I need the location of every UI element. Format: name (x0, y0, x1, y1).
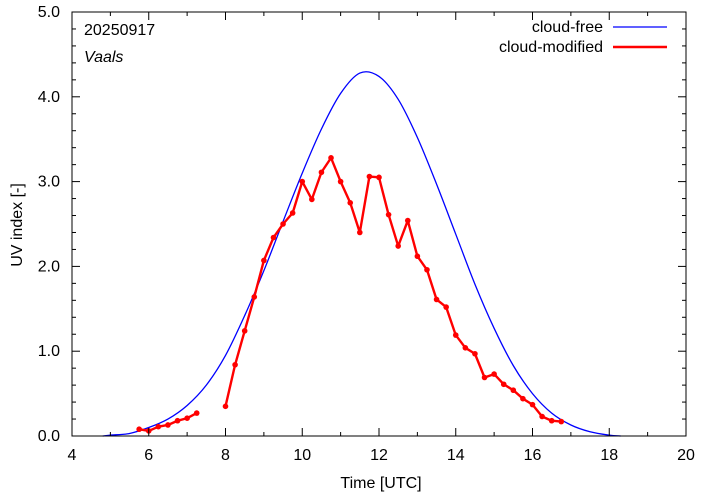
x-tick-label: 4 (68, 447, 77, 464)
data-point-cloud-modified (414, 253, 421, 260)
data-point-cloud-modified (261, 257, 267, 264)
y-tick-label: 5.0 (38, 4, 60, 21)
y-tick-label: 4.0 (38, 89, 60, 106)
y-tick-label: 0.0 (38, 428, 60, 445)
chart-title: 20250917 (84, 22, 155, 39)
data-point-cloud-modified (136, 426, 142, 433)
data-point-cloud-modified (462, 345, 469, 351)
y-tick-label: 2.0 (38, 258, 60, 275)
x-tick-label: 6 (144, 447, 153, 464)
x-tick-label: 20 (677, 447, 695, 464)
data-point-cloud-modified (318, 169, 325, 176)
data-point-cloud-modified (500, 381, 507, 388)
plot-frame (71, 11, 687, 437)
x-tick-label: 16 (524, 447, 542, 464)
legend: cloud-free cloud-modified (499, 19, 667, 56)
data-point-cloud-modified (558, 418, 565, 425)
data-point-cloud-modified (193, 410, 200, 416)
x-axis-label: Time [UTC] (340, 475, 421, 492)
data-point-cloud-modified (404, 217, 411, 224)
data-point-cloud-modified (309, 196, 315, 203)
data-point-cloud-modified (289, 210, 296, 216)
y-tick-label: 1.0 (38, 343, 60, 360)
data-point-cloud-modified (174, 417, 181, 424)
data-point-cloud-modified (337, 178, 344, 185)
data-point-cloud-modified (357, 229, 363, 236)
data-point-cloud-modified (347, 200, 354, 206)
data-point-cloud-modified (385, 211, 392, 218)
data-point-cloud-modified (510, 387, 517, 394)
data-point-cloud-modified (443, 304, 449, 310)
data-point-cloud-modified (376, 174, 382, 181)
x-tick-label: 12 (370, 447, 388, 464)
x-tick-label: 14 (447, 447, 465, 464)
series-layer (102, 71, 621, 437)
data-point-cloud-modified (472, 350, 478, 357)
x-tick-label: 18 (600, 447, 618, 464)
data-point-cloud-modified (452, 332, 459, 338)
data-point-cloud-modified (539, 413, 545, 420)
y-axis-label: UV index [-] (9, 183, 26, 267)
data-point-cloud-modified (395, 243, 401, 249)
data-point-cloud-modified (366, 173, 373, 180)
series-line-cloud-modified (224, 156, 562, 423)
data-point-cloud-modified (280, 221, 286, 227)
data-point-cloud-modified (251, 294, 258, 300)
chart-subtitle: Vaals (84, 49, 123, 66)
data-point-cloud-modified (184, 415, 190, 421)
data-point-cloud-modified (424, 266, 430, 273)
data-point-cloud-modified (270, 234, 277, 241)
data-point-cloud-modified (481, 374, 488, 381)
data-point-cloud-modified (548, 417, 555, 424)
data-point-cloud-modified (241, 328, 248, 334)
legend-label-cloud-free: cloud-free (532, 19, 603, 36)
axes-layer: 4 6 8 10 12 14 16 18 20 0.0 1.0 2.0 3.0 4.0 5.0 (38, 4, 695, 464)
x-tick-label: 10 (293, 447, 311, 464)
data-point-cloud-modified (299, 178, 306, 185)
data-point-cloud-modified (155, 423, 162, 430)
legend-label-cloud-modified: cloud-modified (499, 39, 603, 56)
data-point-cloud-modified (520, 395, 526, 402)
data-point-cloud-modified (328, 155, 334, 161)
series-line-cloud-free (102, 71, 621, 437)
data-point-cloud-modified (232, 361, 238, 368)
y-tick-label: 3.0 (38, 174, 60, 191)
data-point-cloud-modified (222, 403, 229, 410)
data-point-cloud-modified (529, 401, 536, 408)
data-point-cloud-modified (433, 296, 440, 303)
data-point-cloud-modified (165, 422, 171, 428)
data-point-cloud-modified (491, 371, 497, 377)
x-tick-label: 8 (221, 447, 230, 464)
